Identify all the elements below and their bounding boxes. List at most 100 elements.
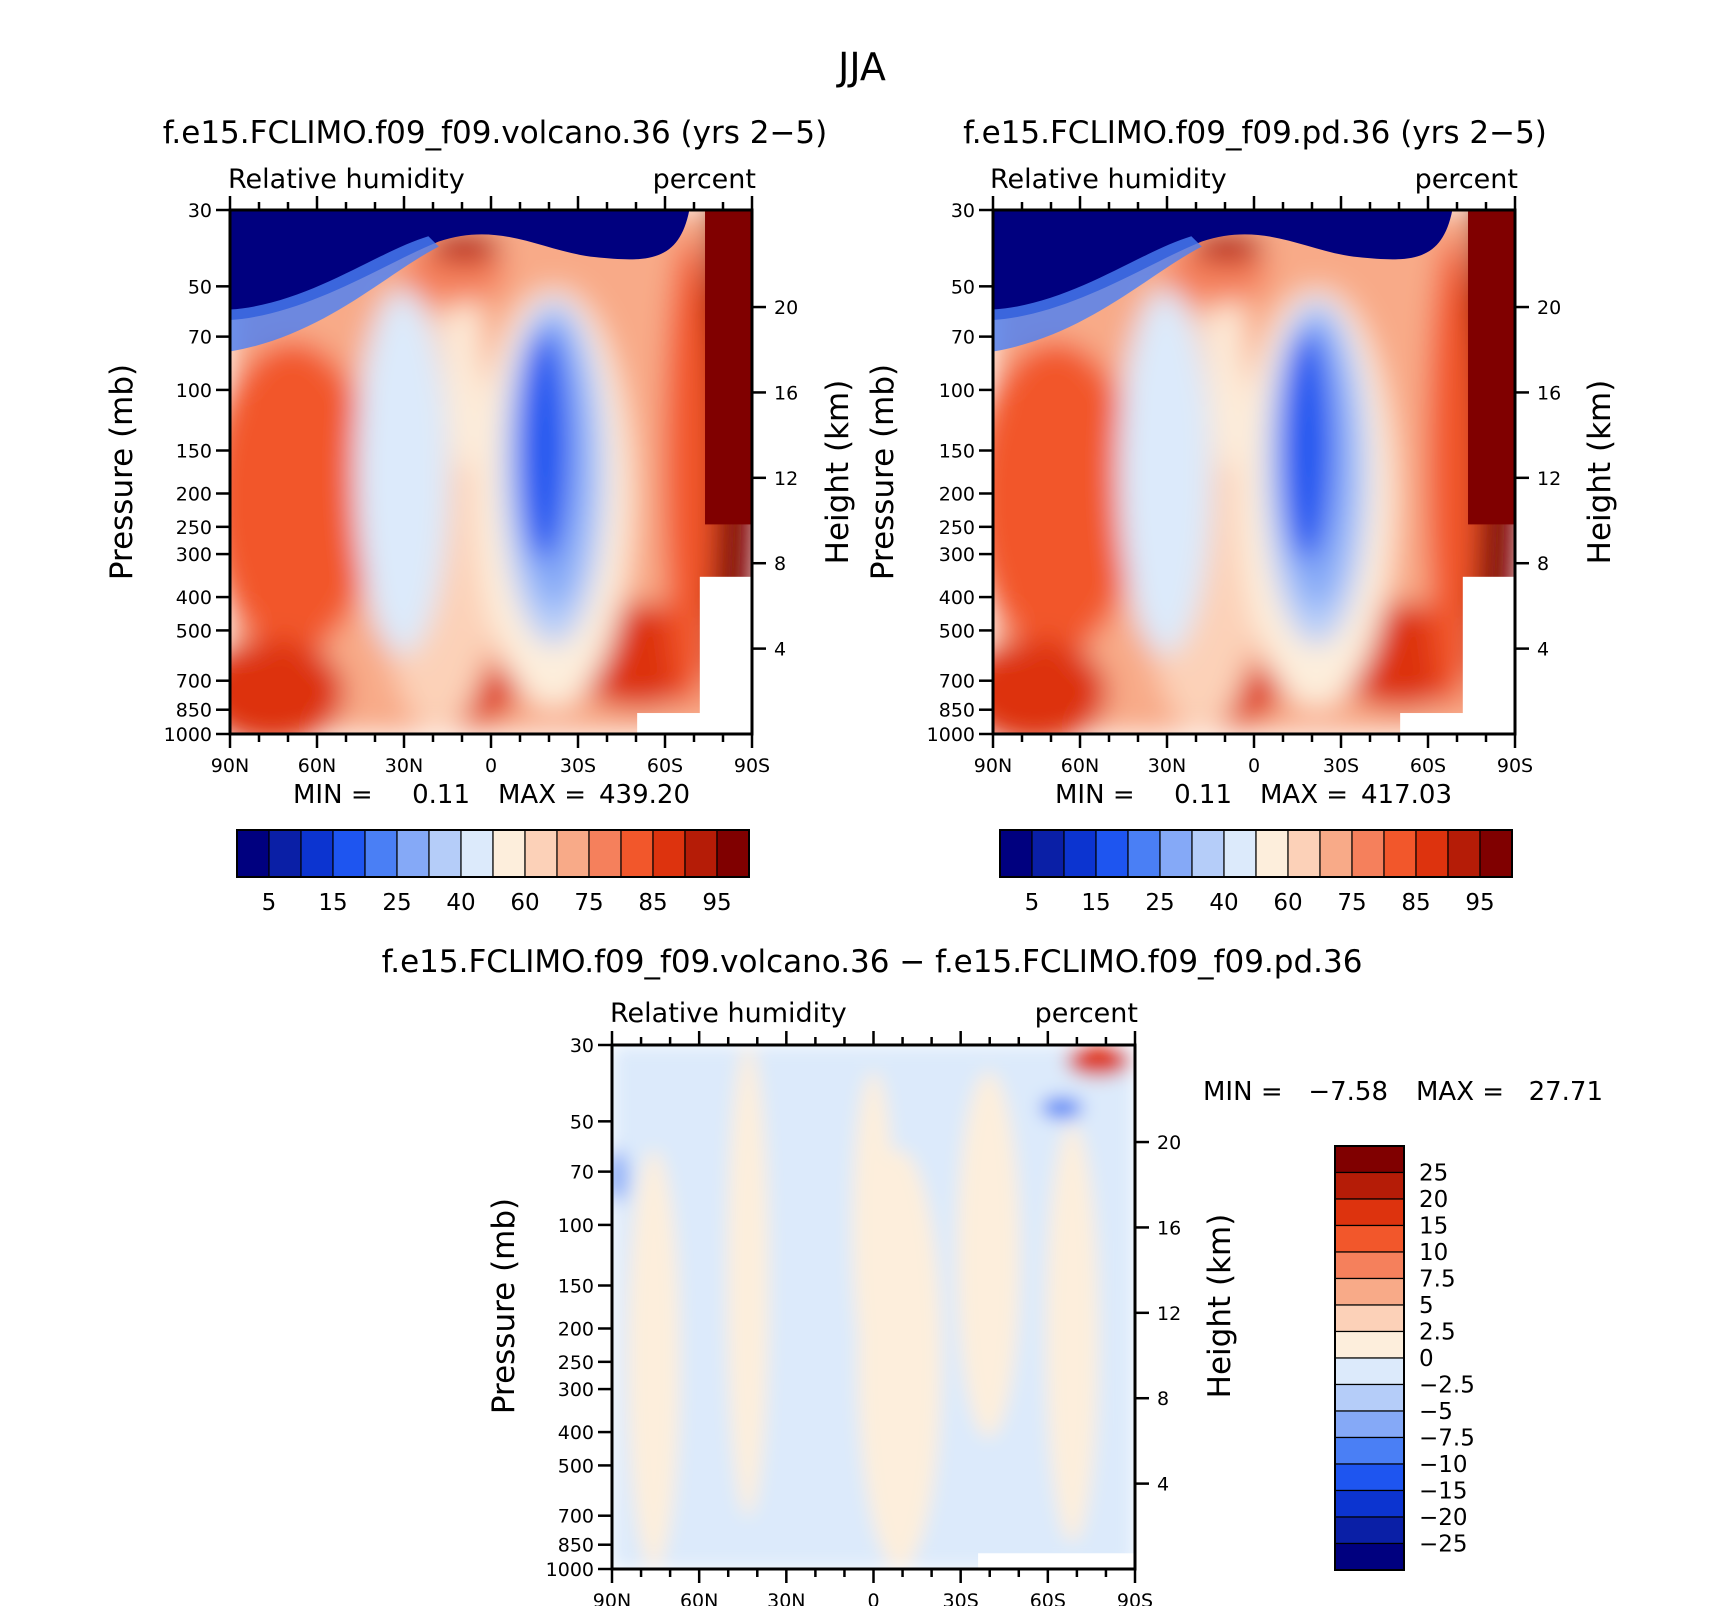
- panel-title: f.e15.FCLIMO.f09_f09.volcano.36 − f.e15.…: [382, 944, 1363, 980]
- right-label: percent: [1035, 998, 1138, 1029]
- colorbar-frame: [1334, 1145, 1405, 1571]
- colorbar-box: [1334, 1436, 1405, 1465]
- colorbar-label: 5: [1419, 1293, 1434, 1319]
- y-tick-label: 50: [951, 276, 975, 298]
- x-tick-label: 30N: [767, 1590, 805, 1606]
- colorbar-box: [1031, 829, 1065, 878]
- y-tick-label: 30: [570, 1035, 594, 1057]
- colorbar-frame: [236, 829, 750, 878]
- masked-region: [1462, 576, 1515, 734]
- colorbar-box: [999, 829, 1033, 878]
- y-tick-label: 500: [558, 1455, 594, 1477]
- y-tick-label: 250: [939, 517, 975, 539]
- y-tick-label: 700: [176, 671, 212, 693]
- contour-region: [993, 639, 1108, 734]
- heatmap-field: [230, 210, 752, 734]
- colorbar-box: [1334, 1516, 1405, 1545]
- colorbar-label: −25: [1419, 1532, 1468, 1558]
- colorbar-label: 60: [510, 890, 539, 916]
- y-axis-label: Pressure (mb): [486, 1198, 522, 1414]
- colorbar-box: [1334, 1489, 1405, 1518]
- y2-tick-label: 16: [1537, 382, 1561, 404]
- colorbar-box: [1159, 829, 1193, 878]
- x-tick-label: 60S: [1030, 1590, 1066, 1606]
- y-tick-label: 850: [939, 700, 975, 722]
- colorbar-box: [1447, 829, 1481, 878]
- contour-region: [230, 341, 377, 656]
- max-label: MAX =: [1416, 1077, 1504, 1107]
- y-tick-label: 30: [951, 200, 975, 222]
- x-tick-label: 60N: [298, 755, 336, 777]
- contour-region: [517, 330, 570, 562]
- y-tick-label: 100: [939, 380, 975, 402]
- colorbar-box: [268, 829, 302, 878]
- colorbar-box: [1334, 1277, 1405, 1306]
- colorbar: 5 15 25 40 60 75 85 95: [236, 829, 750, 916]
- masked-region: [699, 576, 752, 734]
- y2-tick-label: 8: [774, 553, 786, 575]
- y-tick-label: 700: [558, 1506, 594, 1528]
- min-value: −7.58: [1308, 1077, 1388, 1107]
- blur-layer: [993, 210, 1515, 734]
- y2-tick-label: 8: [1157, 1388, 1169, 1410]
- colorbar-box: [620, 829, 654, 878]
- colorbar-box: [1095, 829, 1129, 878]
- y2-tick-label: 20: [774, 297, 798, 319]
- colorbar-label: 25: [1419, 1161, 1448, 1187]
- y-tick-label: 100: [558, 1215, 594, 1237]
- colorbar-box: [1415, 829, 1449, 878]
- y2-axis-label: Height (km): [820, 380, 856, 565]
- colorbar-label: 25: [382, 890, 411, 916]
- x-tick-label: 90S: [1497, 755, 1533, 777]
- y2-tick-label: 4: [1537, 639, 1549, 661]
- colorbar-box: [1383, 829, 1417, 878]
- contour-region: [1212, 262, 1244, 473]
- y-tick-label: 70: [188, 327, 212, 349]
- contour-region: [1067, 1045, 1130, 1077]
- x-tick-label: 30S: [943, 1590, 979, 1606]
- colorbar-label: 2.5: [1419, 1320, 1456, 1346]
- max-value: 439.20: [599, 780, 690, 810]
- contour-region: [857, 1149, 942, 1569]
- y2-tick-label: 8: [1537, 553, 1549, 575]
- x-tick-label: 30S: [1323, 755, 1359, 777]
- contour-region: [727, 1045, 769, 1517]
- blur-layer: [612, 1045, 1135, 1569]
- contour-region: [1046, 1123, 1099, 1543]
- y-axis-label: Pressure (mb): [865, 364, 901, 580]
- left-label: Relative humidity: [228, 164, 465, 195]
- latitude-axis: 90N 60N 30N 0 30S 60S 90S: [211, 196, 770, 777]
- y-tick-label: 30: [188, 200, 212, 222]
- figure-title: JJA: [836, 45, 886, 89]
- min-value: 0.11: [412, 780, 470, 810]
- contour-region: [993, 341, 1140, 656]
- y2-tick-label: 16: [774, 382, 798, 404]
- colorbar-box: [652, 829, 686, 878]
- min-label: MIN =: [1203, 1077, 1283, 1107]
- contour-region: [957, 1071, 1020, 1438]
- heatmap-field: [612, 1045, 1135, 1569]
- colorbar-box: [1255, 829, 1289, 878]
- contour-region: [1280, 330, 1333, 562]
- colorbar: 5 15 25 40 60 75 85 95: [999, 829, 1513, 916]
- contour-fill: [230, 210, 752, 734]
- y2-tick-label: 4: [774, 639, 786, 661]
- y2-axis-label: Height (km): [1582, 380, 1618, 565]
- colorbar-box: [556, 829, 590, 878]
- panel-volcano: f.e15.FCLIMO.f09_f09.volcano.36 (yrs 2−5…: [104, 115, 856, 916]
- y-tick-label: 200: [558, 1318, 594, 1340]
- right-label: percent: [1415, 164, 1518, 195]
- y-tick-label: 70: [951, 327, 975, 349]
- colorbar-box: [1319, 829, 1353, 878]
- colorbar-box: [1334, 1171, 1405, 1200]
- y2-tick-label: 16: [1157, 1217, 1181, 1239]
- y-tick-label: 300: [176, 544, 212, 566]
- y-tick-label: 400: [176, 587, 212, 609]
- contour-fill: [993, 210, 1515, 734]
- y-tick-label: 1000: [927, 724, 975, 746]
- colorbar-label: 75: [1337, 890, 1366, 916]
